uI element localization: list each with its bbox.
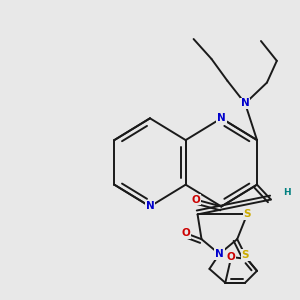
Text: S: S (242, 250, 249, 260)
Text: O: O (227, 252, 236, 262)
Text: N: N (146, 202, 154, 212)
Text: O: O (191, 194, 200, 205)
Text: N: N (241, 98, 250, 108)
Text: N: N (215, 249, 224, 259)
Text: O: O (181, 228, 190, 238)
Text: H: H (283, 188, 290, 197)
Text: N: N (217, 113, 226, 123)
Text: S: S (243, 209, 251, 219)
